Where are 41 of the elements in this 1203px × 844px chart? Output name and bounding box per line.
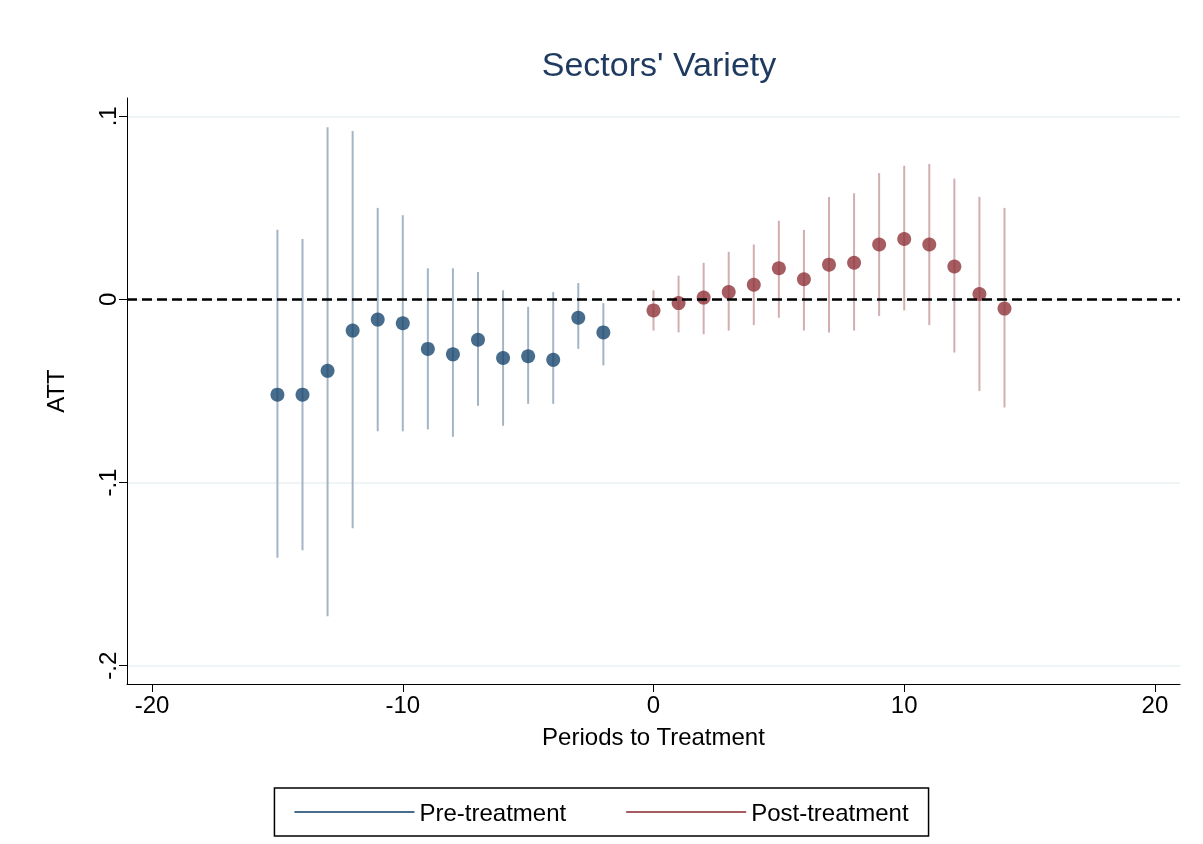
point bbox=[395, 316, 410, 331]
point bbox=[872, 237, 887, 252]
point bbox=[295, 387, 310, 402]
point bbox=[796, 272, 811, 287]
legend-label: Pre-treatment bbox=[419, 798, 567, 826]
point bbox=[596, 325, 611, 340]
point bbox=[947, 259, 962, 274]
point bbox=[571, 310, 586, 325]
point bbox=[370, 312, 385, 327]
point bbox=[521, 349, 536, 364]
chart-title: Sectors' Variety bbox=[541, 45, 777, 83]
point bbox=[646, 303, 661, 318]
y-tick-label: -.2 bbox=[93, 651, 121, 680]
x-axis-title: Periods to Treatment bbox=[542, 722, 766, 750]
point bbox=[546, 352, 561, 367]
point bbox=[721, 285, 736, 300]
point bbox=[822, 257, 836, 272]
y-axis-title: ATT bbox=[41, 368, 69, 413]
legend-label: Post-treatment bbox=[751, 798, 909, 826]
y-tick-label: 0 bbox=[93, 292, 121, 307]
point bbox=[420, 341, 435, 356]
point bbox=[897, 232, 912, 246]
y-tick-label: -.1 bbox=[93, 468, 121, 497]
point bbox=[847, 255, 862, 270]
point bbox=[445, 347, 460, 362]
point bbox=[771, 261, 786, 276]
point bbox=[345, 323, 360, 338]
point bbox=[746, 277, 761, 292]
point bbox=[922, 237, 937, 252]
x-tick-label: -10 bbox=[385, 690, 421, 718]
x-tick-label: -20 bbox=[134, 690, 170, 718]
x-tick-label: 10 bbox=[890, 690, 918, 718]
point bbox=[997, 301, 1012, 316]
point bbox=[320, 363, 335, 378]
x-tick-label: 20 bbox=[1141, 690, 1169, 718]
x-tick-label: 0 bbox=[646, 690, 661, 718]
point bbox=[270, 387, 285, 402]
point bbox=[496, 351, 511, 366]
y-tick-label: .1 bbox=[93, 106, 121, 127]
point bbox=[471, 332, 485, 347]
point bbox=[972, 286, 987, 301]
